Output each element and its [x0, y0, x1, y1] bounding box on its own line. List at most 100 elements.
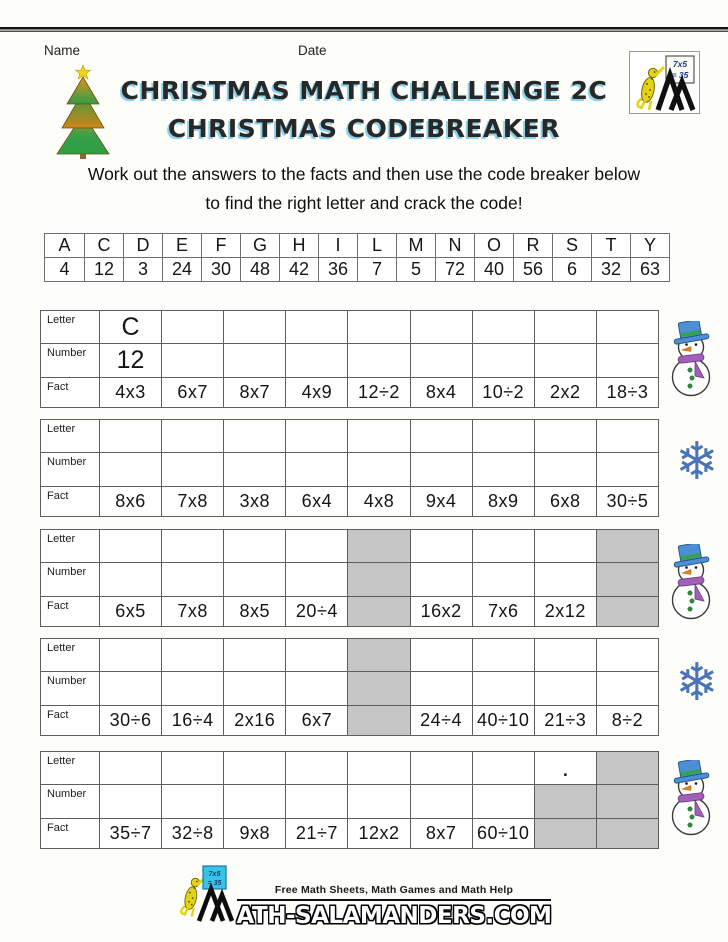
grid-cell	[595, 530, 658, 562]
number-row: Number	[41, 562, 658, 596]
grid-cell	[409, 453, 472, 486]
grid-cell	[99, 563, 161, 596]
grid-cell: 7x8	[161, 487, 223, 516]
grid-cell: C	[99, 311, 161, 343]
grid-cell: 8x6	[99, 487, 161, 516]
grid-cell	[533, 530, 596, 562]
code-letter-cell: D	[123, 234, 162, 257]
grid-cell	[347, 706, 410, 735]
grid-cell	[99, 639, 161, 671]
code-letter-cell: S	[552, 234, 591, 257]
grid-cell: 35÷7	[99, 819, 161, 848]
grid-cell: 40÷10	[471, 706, 534, 735]
grid-cell: 2x16	[223, 706, 285, 735]
grid-cell	[409, 344, 472, 377]
grid-cell: 8x9	[471, 487, 534, 516]
grid-cell: 10÷2	[471, 378, 534, 407]
grid-cell	[223, 752, 285, 784]
grid-cell	[161, 311, 223, 343]
row-label-number: Number	[47, 566, 87, 578]
grid-cell: 8x7	[223, 378, 285, 407]
header-rule	[0, 27, 728, 32]
grid-cell	[347, 420, 409, 452]
grid-cell	[347, 785, 409, 818]
fact-row: Fact 6x5 7x8 8x5 20÷4 16x2 7x6 2x12	[41, 596, 658, 626]
row-label-fact: Fact	[47, 490, 69, 502]
number-row: Number	[41, 671, 658, 705]
grid-cell	[409, 563, 472, 596]
grid-cell	[99, 672, 161, 705]
grid-cell	[223, 311, 285, 343]
grid-cell	[471, 785, 534, 818]
grid-cell	[347, 530, 410, 562]
grid-cell	[471, 311, 534, 343]
grid-cell	[471, 530, 534, 562]
number-row: Number	[41, 784, 658, 818]
grid-cell: .	[533, 752, 596, 784]
grid-cell	[533, 672, 596, 705]
grid-cell: 21÷3	[533, 706, 596, 735]
row-label-letter: Letter	[47, 314, 76, 326]
row-label-fact: Fact	[47, 600, 69, 612]
page-title-line1: CHRISTMAS MATH CHALLENGE 2C	[120, 76, 608, 105]
fact-row: Fact 8x6 7x8 3x8 6x4 4x8 9x4 8x9 6x8 30÷5	[41, 486, 658, 516]
grid-cell	[347, 752, 409, 784]
grid-cell	[285, 311, 347, 343]
snowman-icon	[670, 317, 714, 402]
grid-cell	[161, 639, 223, 671]
puzzle-grid-5: Letter . Number Fact 35÷7 32÷8 9x8 21÷7 12x2…	[40, 751, 659, 849]
grid-cell	[223, 672, 285, 705]
grid-cell: 6x4	[285, 487, 347, 516]
grid-cell	[595, 752, 658, 784]
code-letter-cell: M	[396, 234, 435, 257]
code-letter-cell: I	[318, 234, 357, 257]
board-equation-bottom: = 35	[671, 70, 688, 80]
site-logo: 7x5 = 35	[629, 51, 700, 114]
code-number-cell: 63	[630, 258, 669, 281]
grid-cell	[409, 672, 472, 705]
grid-cell: 8÷2	[595, 706, 658, 735]
grid-cell: 4x9	[285, 378, 347, 407]
snowman-icon	[670, 756, 714, 841]
grid-cell	[471, 752, 534, 784]
grid-cell	[285, 530, 347, 562]
footer: 7x5 = 35 Free Math Sheets, Math Games an…	[0, 864, 728, 929]
grid-cell	[99, 785, 161, 818]
grid-cell	[223, 639, 285, 671]
code-number-cell: 5	[396, 258, 435, 281]
board-equation-top: 7x5	[208, 871, 220, 878]
grid-cell	[533, 819, 596, 848]
grid-cell: 8x7	[409, 819, 472, 848]
grid-cell	[471, 639, 534, 671]
grid-cell	[471, 672, 534, 705]
code-number-cell: 48	[240, 258, 279, 281]
puzzle-grid-4: Letter Number Fact 30÷6 16÷4 2x16 6x7 24÷4 40…	[40, 638, 659, 736]
row-label-number: Number	[47, 347, 87, 359]
grid-cell	[161, 530, 223, 562]
number-row: Number	[41, 452, 658, 486]
grid-cell	[409, 752, 472, 784]
page-title-line2: CHRISTMAS CODEBREAKER	[167, 114, 561, 143]
grid-cell: 2x12	[533, 597, 596, 626]
grid-cell	[347, 639, 410, 671]
grid-cell: 6x5	[99, 597, 161, 626]
row-label-number: Number	[47, 788, 87, 800]
row-label-letter: Letter	[47, 642, 76, 654]
grid-cell: 9x4	[409, 487, 472, 516]
grid-cell	[533, 785, 596, 818]
instructions-line2: to find the right letter and crack the c…	[205, 193, 523, 213]
grid-cell	[285, 672, 347, 705]
grid-cell: 20÷4	[285, 597, 347, 626]
code-number-cell: 7	[357, 258, 396, 281]
grid-cell	[161, 453, 223, 486]
code-number-cell: 6	[552, 258, 591, 281]
grid-cell: 21÷7	[285, 819, 347, 848]
grid-cell	[595, 420, 658, 452]
code-letter-cell: R	[513, 234, 552, 257]
code-letter-cell: L	[357, 234, 396, 257]
page-title: CHRISTMAS MATH CHALLENGE 2C CHRISTMAS CO…	[84, 72, 644, 148]
puzzle-grid-2: Letter Number Fact 8x6 7x8 3x8 6x4 4x8 9x4 8x9…	[40, 419, 659, 517]
grid-cell	[223, 785, 285, 818]
grid-cell	[223, 563, 285, 596]
